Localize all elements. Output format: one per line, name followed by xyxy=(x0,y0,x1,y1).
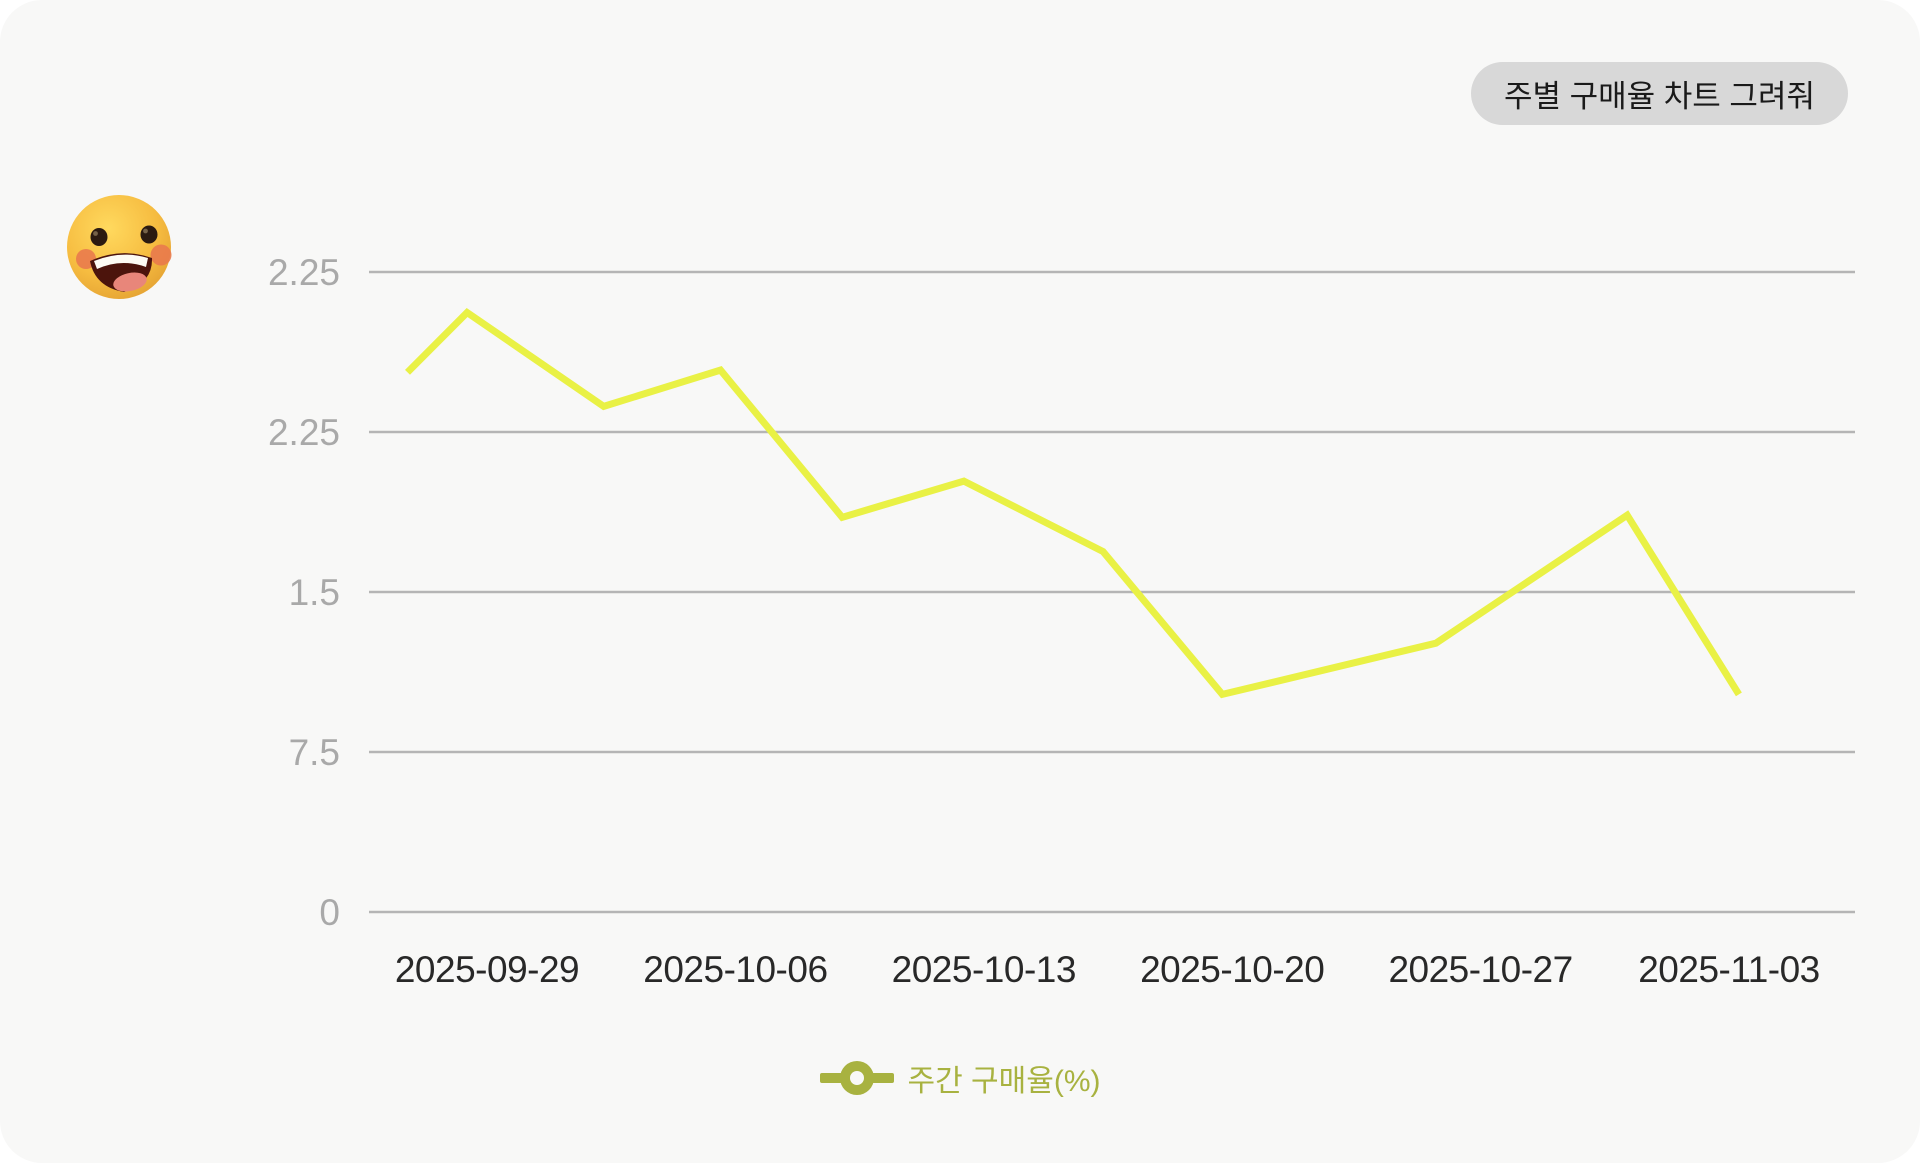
y-tick-label: 1.5 xyxy=(289,572,340,613)
user-message-text: 주별 구매율 차트 그려줘 xyxy=(1503,79,1815,114)
y-tick-label: 2.25 xyxy=(268,412,340,453)
emoji-cheek-right xyxy=(150,244,172,266)
x-tick-label: 2025-09-29 xyxy=(395,949,579,990)
emoji-eye-left xyxy=(90,228,108,246)
smiley-emoji-avatar xyxy=(67,195,172,299)
y-tick-label: 2.25 xyxy=(268,252,340,293)
emoji-eye-right xyxy=(140,225,158,244)
emoji-eye-left-highlight xyxy=(93,231,98,236)
x-tick-label: 2025-11-03 xyxy=(1638,949,1820,990)
y-tick-label: 0 xyxy=(319,892,340,933)
x-tick-label: 2025-10-20 xyxy=(1140,949,1324,990)
user-message-bubble: 주별 구매율 차트 그려줘 xyxy=(1470,62,1848,125)
x-tick-label: 2025-10-06 xyxy=(643,949,827,990)
series-line-weekly-purchase-rate xyxy=(405,307,1742,699)
x-tick-label: 2025-10-13 xyxy=(892,949,1076,990)
chart-legend[interactable]: 주간 구매율(%) xyxy=(0,1056,1920,1100)
x-tick-label: 2025-10-27 xyxy=(1388,949,1572,990)
y-tick-label: 7.5 xyxy=(289,732,340,773)
emoji-tongue xyxy=(113,272,147,292)
legend-label: 주간 구매율(%) xyxy=(907,1065,1101,1098)
legend-line-donut-icon xyxy=(819,1061,894,1095)
emoji-teeth xyxy=(94,254,148,269)
emoji-eye-right-highlight xyxy=(143,228,148,234)
